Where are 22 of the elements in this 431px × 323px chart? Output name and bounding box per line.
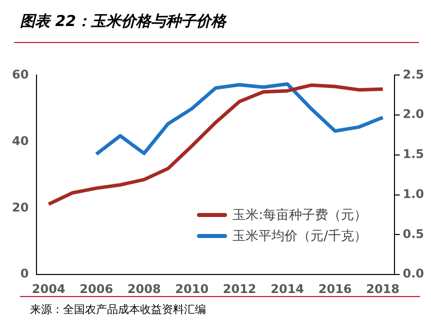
chart-title: 图表 22：玉米价格与种子价格	[19, 10, 228, 32]
legend-label: 玉米:每亩种子费（元）	[232, 207, 367, 224]
y2-tick-label: 0.0	[402, 266, 424, 281]
x-tick-label: 2006	[80, 282, 114, 296]
y2-tick-label: 0.5	[402, 226, 424, 241]
y-tick-label: 40	[12, 134, 29, 148]
x-tick-label: 2016	[318, 282, 352, 296]
y2-tick-label: 1.0	[402, 186, 424, 201]
y-tick-label: 60	[12, 67, 29, 82]
source-note: 来源：全国农产品成本收益资料汇编	[30, 302, 206, 317]
x-tick-label: 2004	[32, 282, 66, 296]
y2-tick-label: 2.0	[402, 107, 424, 122]
x-tick-label: 2012	[222, 282, 256, 296]
y-tick-label: 0	[20, 266, 29, 281]
legend-label: 玉米平均价（元/千克）	[232, 228, 367, 245]
y2-tick-label: 2.5	[402, 67, 424, 82]
x-tick-label: 2014	[270, 282, 304, 296]
x-tick-label: 2018	[366, 282, 400, 296]
x-tick-label: 2010	[175, 282, 209, 296]
x-tick-label: 2008	[127, 282, 161, 296]
y-tick-label: 20	[12, 200, 29, 214]
y2-tick-label: 1.5	[402, 147, 424, 162]
